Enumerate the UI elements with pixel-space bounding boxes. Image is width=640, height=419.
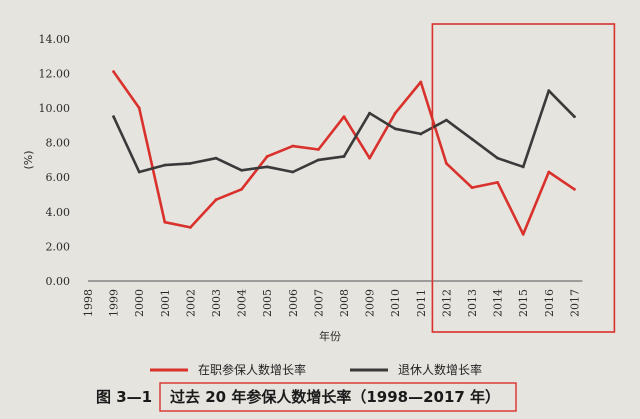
x-tick-label: 2006 xyxy=(287,289,300,317)
series-2-point xyxy=(573,115,576,119)
series-1-point xyxy=(368,156,371,160)
series-2-point xyxy=(265,165,269,169)
y-axis-ticks: 0.00 2.00 4.00 6.00 8.00 10.00 12.00 14.00 xyxy=(39,33,71,288)
series-2-point xyxy=(470,137,474,141)
x-tick-label: 2003 xyxy=(210,289,223,317)
figure-number: 图 3—1 xyxy=(96,388,152,406)
x-axis-ticks: 1998 1999 2000 2001 2002 2003 2004 2005 2006 2007… xyxy=(82,289,581,317)
series-1-point xyxy=(496,180,499,184)
series-1-point xyxy=(445,161,448,165)
x-tick-label: 2015 xyxy=(517,289,530,317)
y-tick-label: 0.00 xyxy=(46,275,71,288)
caption-highlight-box xyxy=(159,382,517,412)
x-tick-label: 2004 xyxy=(236,289,249,317)
series-2-point xyxy=(240,168,244,172)
x-tick-label: 2007 xyxy=(312,289,325,317)
x-tick-label: 1998 xyxy=(82,289,95,317)
series-2-point xyxy=(496,156,499,160)
series-1-point xyxy=(521,232,525,236)
series-2-point xyxy=(189,161,192,165)
series-2-point xyxy=(112,115,115,119)
series-1-point xyxy=(291,144,295,148)
x-tick-label: 2000 xyxy=(133,289,146,317)
x-tick-label: 2013 xyxy=(466,289,479,317)
series-2-point xyxy=(393,127,397,131)
series-line-1 xyxy=(112,70,576,236)
series-2-point xyxy=(137,170,141,174)
series-group xyxy=(112,70,576,236)
legend: 在职参保人数增长率 退休人数增长率 xyxy=(150,362,482,377)
series-2-point xyxy=(214,156,218,160)
series-2-point xyxy=(547,89,551,93)
x-tick-label: 2014 xyxy=(492,289,505,317)
highlight-box-2012-2017 xyxy=(431,23,616,333)
series-1-point xyxy=(573,187,576,191)
y-axis-label: (%) xyxy=(22,150,35,169)
x-tick-label: 2005 xyxy=(261,289,274,317)
series-1-point xyxy=(419,80,423,84)
y-tick-label: 6.00 xyxy=(46,171,71,184)
y-tick-label: 8.00 xyxy=(46,137,71,150)
figure-title: 过去 20 年参保人数增长率（1998—2017 年） xyxy=(170,388,500,406)
series-2-point xyxy=(163,163,167,167)
series-1-point xyxy=(189,225,192,229)
figure-caption: 图 3—1 过去 20 年参保人数增长率（1998—2017 年） xyxy=(96,382,517,412)
series-2-point xyxy=(419,132,423,136)
x-tick-label: 2002 xyxy=(184,289,197,317)
x-tick-label: 1999 xyxy=(108,289,121,317)
x-tick-label: 2001 xyxy=(159,289,172,317)
x-tick-label: 2016 xyxy=(543,289,556,317)
x-axis-label: 年份 xyxy=(319,329,341,343)
series-2-point xyxy=(291,170,295,174)
series-2-point xyxy=(368,111,371,115)
series-2-point xyxy=(445,118,448,122)
y-tick-label: 10.00 xyxy=(39,102,71,115)
series-1-point xyxy=(265,155,269,158)
series-1-point xyxy=(240,187,244,191)
series-1-point xyxy=(214,198,218,202)
series-2-point xyxy=(317,158,320,162)
x-tick-label: 2010 xyxy=(389,289,402,317)
series-line-2 xyxy=(112,89,576,174)
y-tick-label: 14.00 xyxy=(39,33,71,46)
x-tick-label: 2012 xyxy=(440,289,453,317)
legend-label-series-2: 退休人数增长率 xyxy=(398,362,482,377)
series-2-point xyxy=(342,155,346,158)
x-tick-label: 2017 xyxy=(568,289,581,317)
series-1-point xyxy=(393,111,397,115)
legend-label-series-1: 在职参保人数增长率 xyxy=(198,362,306,377)
x-tick-label: 2009 xyxy=(364,289,377,317)
y-tick-label: 2.00 xyxy=(46,240,71,253)
x-tick-label: 2008 xyxy=(338,289,351,317)
series-1-point xyxy=(342,115,346,119)
series-1-point xyxy=(470,186,474,189)
series-1-point xyxy=(163,220,167,224)
y-tick-label: 4.00 xyxy=(46,206,71,219)
x-tick-label: 2011 xyxy=(415,289,428,317)
series-2-point xyxy=(521,165,525,169)
series-1-point xyxy=(112,70,115,74)
series-1-point xyxy=(547,170,551,174)
series-1-point xyxy=(137,106,141,110)
y-tick-label: 12.00 xyxy=(39,67,71,80)
series-1-point xyxy=(317,148,320,151)
